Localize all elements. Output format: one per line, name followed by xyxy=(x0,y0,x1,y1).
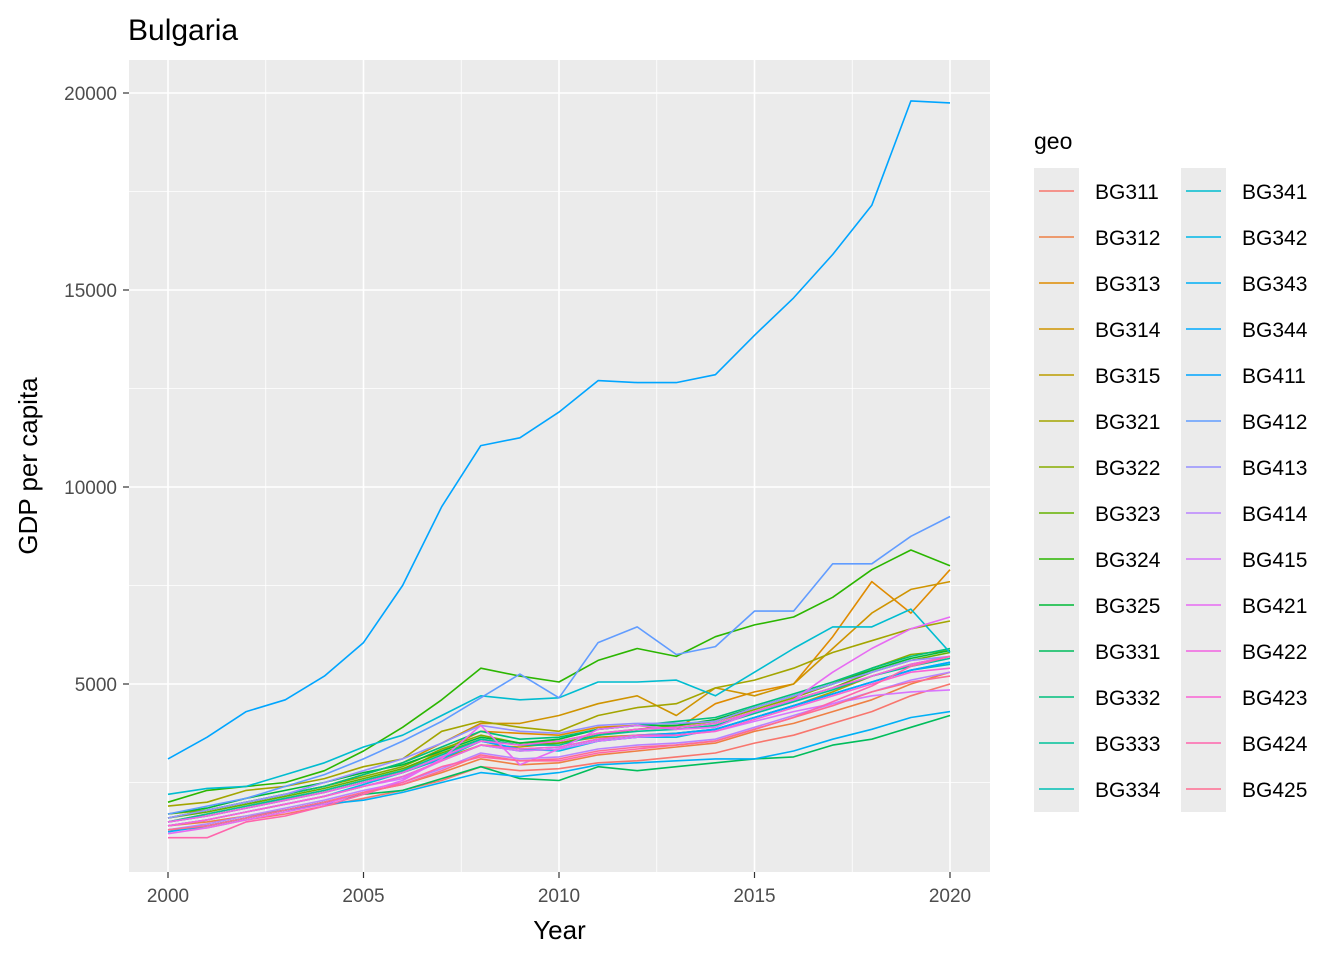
legend-label-BG421: BG421 xyxy=(1242,595,1307,618)
series-line-BG421 xyxy=(167,616,951,835)
y-tick-label: 20000 xyxy=(64,84,117,105)
series-line-BG321 xyxy=(167,620,951,807)
series-line-BG311 xyxy=(167,683,951,831)
series-line-BG413 xyxy=(167,655,951,819)
chart-title: Bulgaria xyxy=(128,14,238,47)
legend-label-BG425: BG425 xyxy=(1242,779,1307,802)
legend-label-BG341: BG341 xyxy=(1242,181,1307,204)
legend-label-BG413: BG413 xyxy=(1242,457,1307,480)
legend-label-BG332: BG332 xyxy=(1095,687,1160,710)
series-line-BG422 xyxy=(167,655,951,823)
legend-label-BG333: BG333 xyxy=(1095,733,1160,756)
legend-label-BG312: BG312 xyxy=(1095,227,1160,250)
legend-label-BG415: BG415 xyxy=(1242,549,1307,572)
legend-label-BG412: BG412 xyxy=(1242,411,1307,434)
y-tick-label: 5000 xyxy=(75,675,117,696)
legend-label-BG344: BG344 xyxy=(1242,319,1308,342)
legend-label-BG314: BG314 xyxy=(1095,319,1161,342)
x-tick-label: 2020 xyxy=(929,886,971,907)
legend-title: geo xyxy=(1034,128,1072,154)
series-line-BG424 xyxy=(168,655,951,839)
series-line-BG425 xyxy=(167,675,951,831)
legend-label-BG331: BG331 xyxy=(1095,641,1160,664)
x-tick-label: 2000 xyxy=(147,886,189,907)
y-axis-title: GDP per capita xyxy=(13,377,43,555)
legend-label-BG322: BG322 xyxy=(1095,457,1160,480)
series-line-BG411 xyxy=(167,100,951,760)
legend-label-BG411: BG411 xyxy=(1242,365,1306,388)
legend-label-BG324: BG324 xyxy=(1095,549,1161,572)
x-tick-label: 2005 xyxy=(342,886,384,907)
y-tick-label: 15000 xyxy=(64,281,117,302)
legend-label-BG323: BG323 xyxy=(1095,503,1160,526)
legend-label-BG424: BG424 xyxy=(1242,733,1308,756)
legend-key-background xyxy=(1181,168,1226,812)
legend-label-BG315: BG315 xyxy=(1095,365,1160,388)
x-tick-label: 2015 xyxy=(733,886,775,907)
legend-label-BG321: BG321 xyxy=(1095,411,1160,434)
series-line-BG332 xyxy=(167,647,951,819)
legend-label-BG325: BG325 xyxy=(1095,595,1160,618)
legend-label-BG342: BG342 xyxy=(1242,227,1307,250)
legend-label-BG423: BG423 xyxy=(1242,687,1307,710)
series-line-BG412 xyxy=(167,515,951,815)
axes: 2000 2005 2010 2015 2020 5000 10000 15000 20000 xyxy=(64,84,971,907)
legend: geo BG311 BG312 BG313 BG314 BG315 BG321 BG322 B… xyxy=(1034,128,1308,812)
y-tick-label: 10000 xyxy=(64,478,117,499)
legend-label-BG343: BG343 xyxy=(1242,273,1307,296)
legend-key-background xyxy=(1034,168,1079,812)
x-axis-title: Year xyxy=(533,915,586,945)
legend-label-BG422: BG422 xyxy=(1242,641,1307,664)
legend-label-BG334: BG334 xyxy=(1095,779,1161,802)
series-line-BG324 xyxy=(167,549,951,803)
legend-label-BG414: BG414 xyxy=(1242,503,1308,526)
x-tick-label: 2010 xyxy=(538,886,580,907)
series-line-BG333 xyxy=(167,657,951,823)
legend-label-BG313: BG313 xyxy=(1095,273,1160,296)
legend-label-BG311: BG311 xyxy=(1095,181,1159,204)
series-line-BG423 xyxy=(167,667,951,827)
series-lines xyxy=(167,100,951,839)
